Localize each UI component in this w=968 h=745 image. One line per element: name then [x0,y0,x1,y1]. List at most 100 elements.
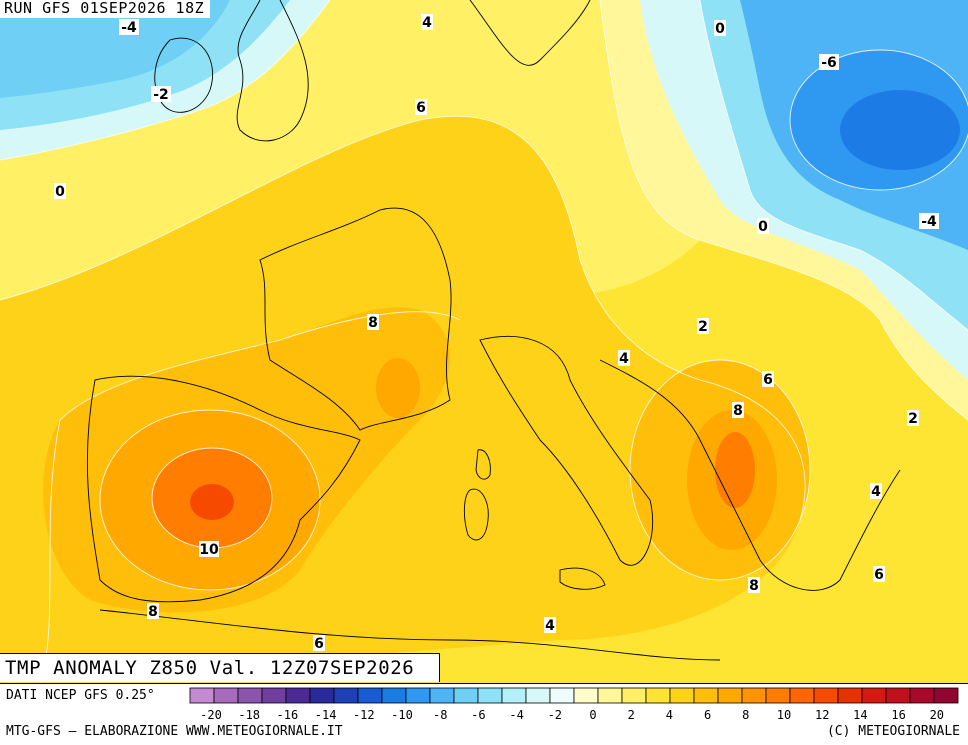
isotherm-line [99,409,321,591]
contour-label-bg [151,86,171,102]
contour-label: -2 [153,87,169,103]
contour-label-bg [199,541,219,557]
contour-label-bg [544,617,556,633]
colorbar-swatch [453,687,479,704]
colorbar-swatch [645,687,671,704]
contour-label-bg [757,218,769,234]
contour-label-bg [367,314,379,330]
contour-label: 4 [871,484,881,500]
colorbar-swatch [861,687,887,704]
colorbar-swatch [933,687,959,704]
colorbar-swatch [477,687,503,704]
contour-label: 6 [763,372,773,388]
colorbar-tick-label: -10 [391,708,413,722]
contour-label-bg [54,183,66,199]
coastline-balkans [599,359,901,591]
contour-label-bg [919,213,939,229]
colorbar-tick-label: 14 [853,708,867,722]
contour-label-bg [907,410,919,426]
isotherms [0,0,968,683]
contour-label: 6 [416,100,426,116]
isotherm-line [599,0,968,421]
colorbar-tick-label: -4 [509,708,523,722]
colorbar-swatch [429,687,455,704]
field-warm-balkan-3 [715,432,755,508]
temperature-anomaly-map: -4 4 0 -6 -2 6 0 0 -4 8 2 4 6 8 2 4 10 8 6 8 4 6 [0,0,968,683]
colorbar-tick-label: -6 [471,708,485,722]
colorbar-swatch [381,687,407,704]
coastline-iberia [86,375,361,603]
contour-label-bg [762,371,774,387]
coastline-north-africa [99,609,721,661]
colorbar-swatch [717,687,743,704]
colorbar-swatch [261,687,287,704]
colorbar-swatch [669,687,695,704]
contour-label-bg [147,603,159,619]
contour-labels: -4 4 0 -6 -2 6 0 0 -4 8 2 4 6 8 2 4 10 8 6 8 4 6 [54,14,939,652]
contour-label: 0 [55,184,65,200]
colorbar-tick-label: 20 [930,708,944,722]
isotherm-line [39,311,461,683]
copyright-label: (C) METEOGIORNALE [826,724,960,739]
contour-label: -4 [921,214,937,230]
colorbar-swatch [357,687,383,704]
colorbar-tick-label: 10 [777,708,791,722]
contour-label: 8 [749,578,759,594]
colorbar-swatch [837,687,863,704]
colorbar-swatch [597,687,623,704]
field-cool-west-3 [0,0,230,98]
colorbar-swatch [501,687,527,704]
contour-label-bg [421,14,433,30]
isotherm-line [789,49,968,191]
contour-label-bg [697,318,709,334]
coastline-britain [236,0,309,142]
contour-label-bg [732,402,744,418]
contour-label: 4 [545,618,555,634]
colorbar-swatch [909,687,935,704]
colorbar-swatch [549,687,575,704]
colorbar-tick-label: 4 [666,708,673,722]
colorbar-tick-label: 8 [742,708,749,722]
coastline-sardinia [463,488,489,541]
coastline-france [259,207,452,431]
colorbar-tick-label: -2 [548,708,562,722]
coastline-ireland [154,37,214,113]
colorbar-swatch [765,687,791,704]
colorbar-swatch [189,687,215,704]
contour-label: 6 [874,567,884,583]
colorbar-tick-label: -20 [200,708,222,722]
contour-label-bg [819,54,839,70]
field-warm-france [376,358,420,418]
colorbar-swatch [741,687,767,704]
contour-label-bg [748,577,760,593]
colorbar-tick-label: 6 [704,708,711,722]
map-svg: -4 4 0 -6 -2 6 0 0 -4 8 2 4 6 8 2 4 10 8 6 8 4 6 [0,0,968,683]
colorbar-swatch [885,687,911,704]
colorbar-swatch [213,687,239,704]
contour-label: 0 [715,21,725,37]
contour-label-bg [873,566,885,582]
coastline-scandinavia [469,0,591,66]
contour-label: 6 [314,636,324,652]
contour-label: 8 [733,403,743,419]
colorbar-swatch [525,687,551,704]
isotherm-line [629,359,811,581]
contour-label-bg [119,19,139,35]
colorbar-swatch [237,687,263,704]
contour-label: 4 [619,351,629,367]
colorbar-tick-label: 0 [589,708,596,722]
colorbar-tick-label: 2 [628,708,635,722]
coastline-sicily [559,567,606,590]
credit-label: MTG-GFS – ELABORAZIONE WWW.METEOGIORNALE… [6,724,343,739]
colorbar-swatch [813,687,839,704]
colorbar-tick-label: 16 [891,708,905,722]
contour-label: 8 [368,315,378,331]
contour-label-bg [870,483,882,499]
data-source-label: DATI NCEP GFS 0.25° [6,688,155,703]
field-cold-core-2 [840,90,960,170]
isotherm-line [699,0,968,331]
contour-label: 2 [908,411,918,427]
coastlines [86,0,901,661]
contour-label-bg [618,350,630,366]
contour-label: 0 [758,219,768,235]
